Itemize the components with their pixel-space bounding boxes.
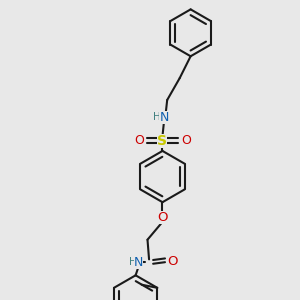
Text: H: H bbox=[129, 257, 136, 267]
Text: O: O bbox=[167, 255, 178, 268]
Text: N: N bbox=[134, 256, 143, 269]
Text: H: H bbox=[153, 112, 161, 122]
Text: S: S bbox=[158, 134, 167, 148]
Text: O: O bbox=[157, 211, 168, 224]
Text: O: O bbox=[134, 134, 144, 147]
Text: N: N bbox=[159, 111, 169, 124]
Text: O: O bbox=[181, 134, 191, 147]
